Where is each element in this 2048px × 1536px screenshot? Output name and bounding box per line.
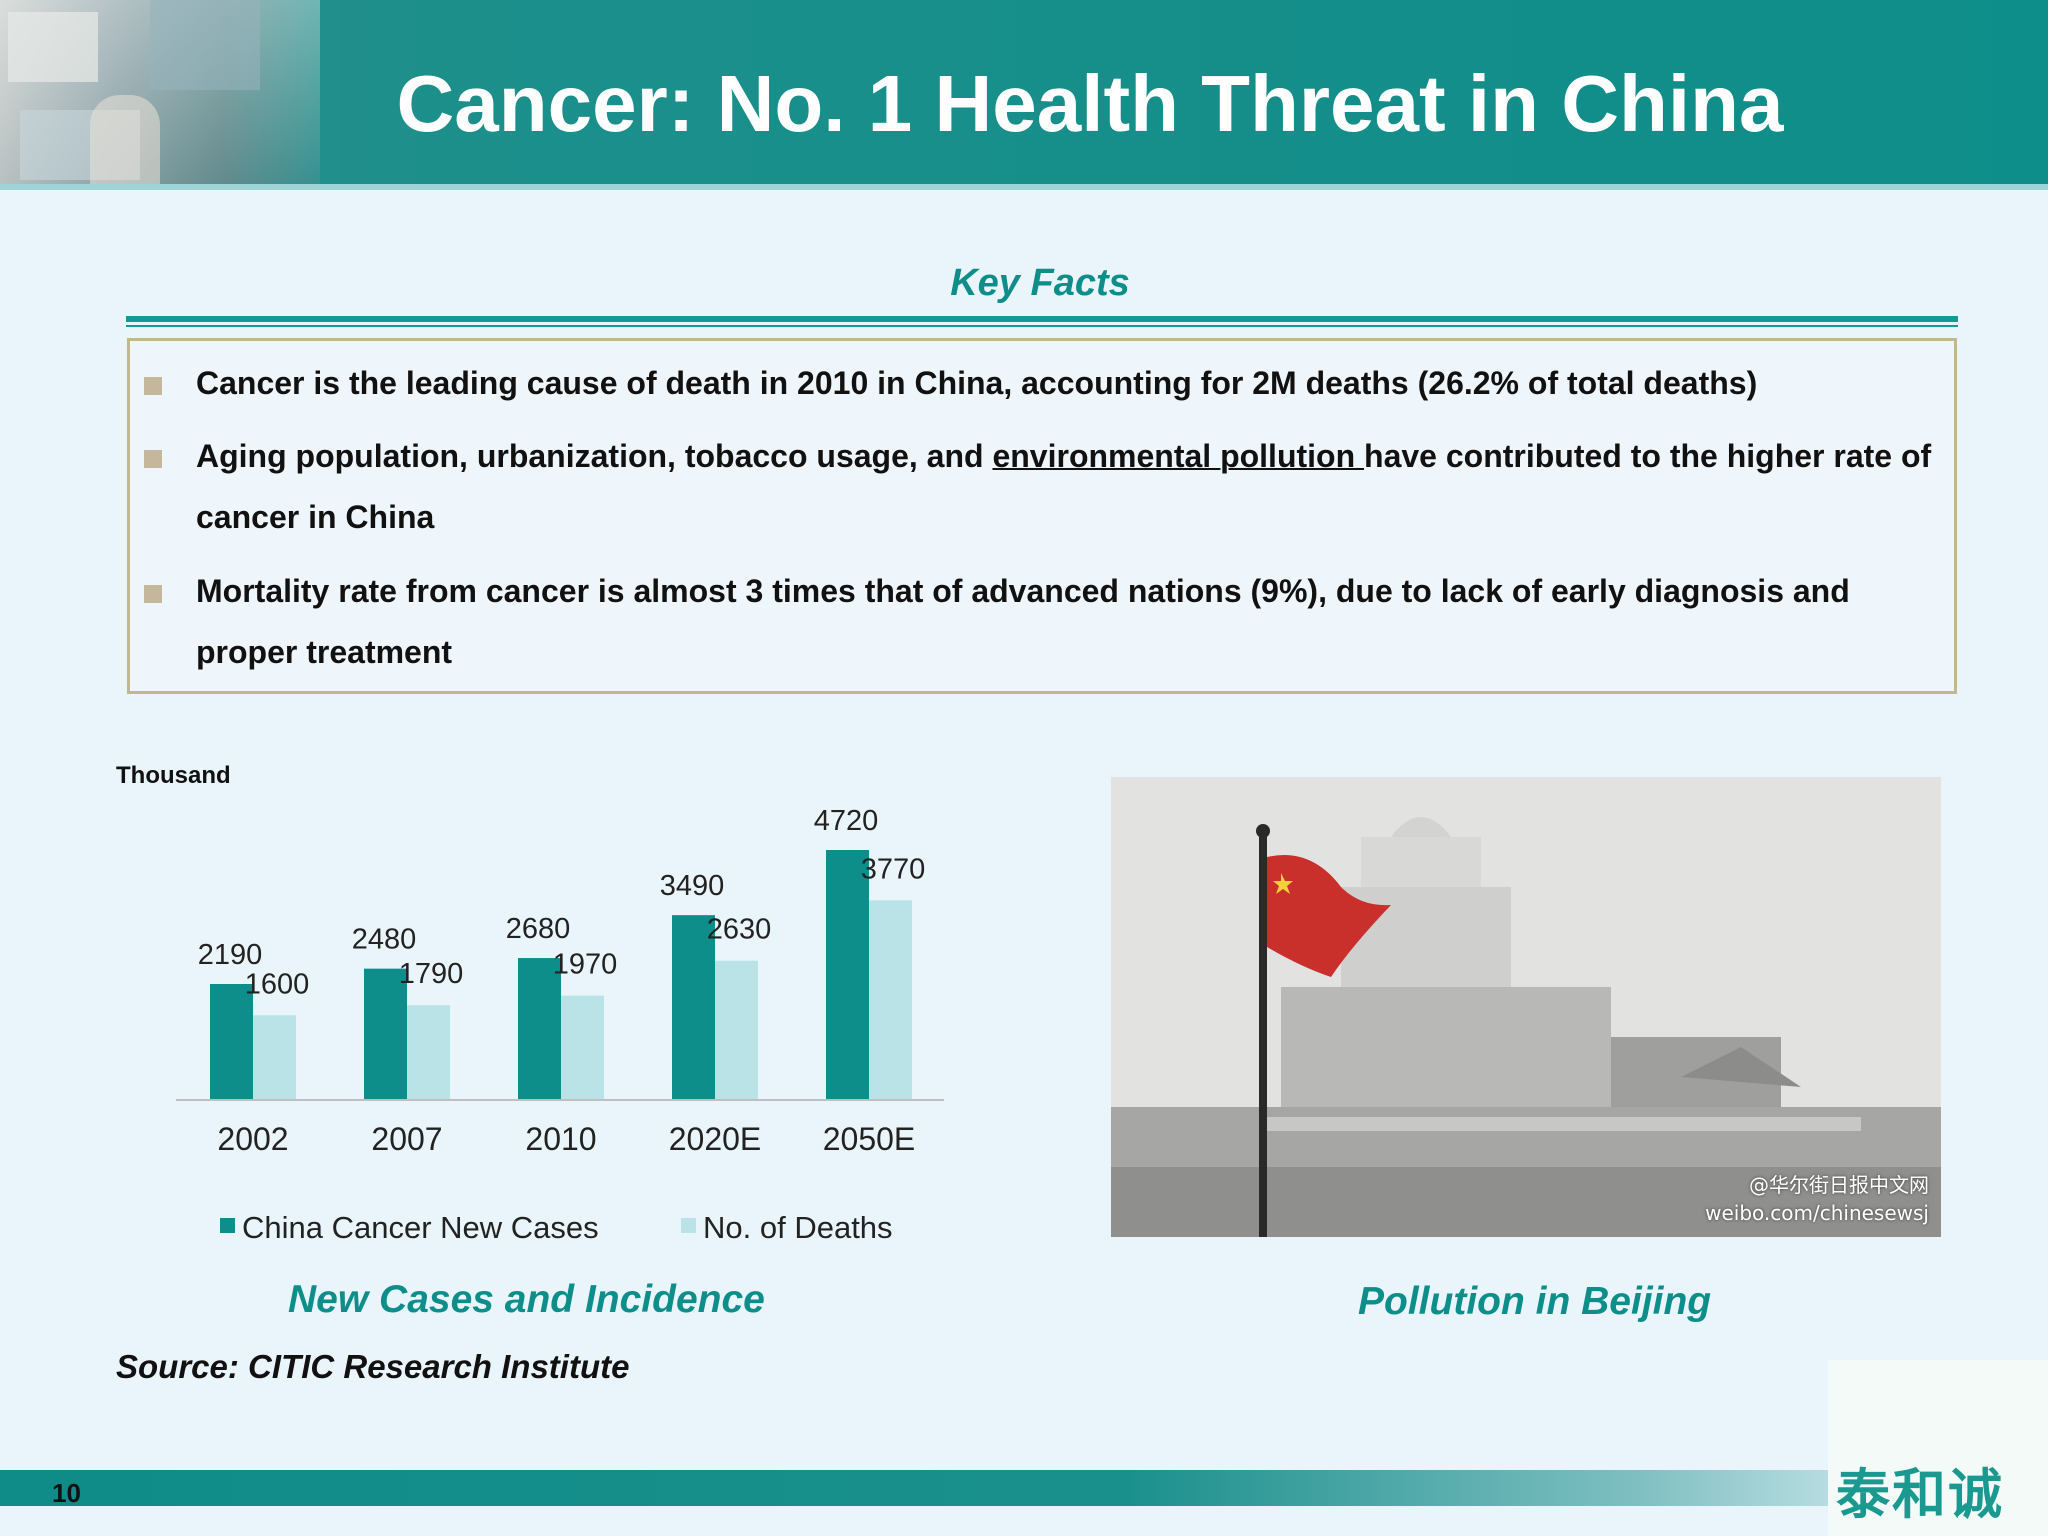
company-logo: 泰和诚	[1836, 1463, 2004, 1526]
data-label-new-cases: 4720	[814, 805, 879, 837]
header-photo-equipment	[8, 12, 98, 82]
watermark-url: weibo.com/chinesewsj	[1705, 1201, 1929, 1225]
key-facts-title: Key Facts	[950, 262, 1130, 304]
header-photo	[0, 0, 320, 188]
fact-text: have contributed to the higher rate of c…	[196, 438, 1932, 535]
bar-new-cases	[672, 915, 715, 1100]
bar-deaths	[869, 900, 912, 1100]
x-tick-label: 2020E	[669, 1121, 762, 1157]
bar-deaths	[253, 1015, 296, 1100]
bar-deaths	[407, 1005, 450, 1100]
key-facts-rule-thin	[126, 325, 1958, 327]
chart-unit-label: Thousand	[116, 762, 231, 789]
watermark-handle: @华尔街日报中文网	[1749, 1173, 1929, 1197]
beijing-flag-image	[1111, 777, 1941, 1237]
legend-label-deaths: No. of Deaths	[703, 1210, 893, 1245]
fact-item: Cancer is the leading cause of death in …	[196, 353, 1936, 414]
bullet-square-icon	[144, 377, 162, 395]
pollution-photo: @华尔街日报中文网 weibo.com/chinesewsj	[1111, 777, 1941, 1237]
legend-swatch-deaths	[681, 1218, 696, 1233]
data-label-deaths: 1970	[553, 949, 618, 981]
bullet-square-icon	[144, 450, 162, 468]
source-note: Source: CITIC Research Institute	[116, 1348, 630, 1385]
data-label-deaths: 1790	[399, 958, 464, 990]
bar-new-cases	[518, 958, 561, 1100]
data-label-new-cases: 3490	[660, 870, 725, 902]
bar-new-cases	[364, 968, 407, 1100]
chart-x-ticks: 2002 2007 2010 2020E 2050E	[217, 1121, 915, 1157]
bar-deaths	[715, 960, 758, 1100]
header-banner: Cancer: No. 1 Health Threat in China	[0, 0, 2048, 188]
bar-new-cases	[210, 984, 253, 1100]
header-divider	[0, 184, 2048, 190]
legend-label-new-cases: China Cancer New Cases	[242, 1210, 599, 1245]
fact-item: Mortality rate from cancer is almost 3 t…	[196, 561, 1936, 683]
data-label-new-cases: 2680	[506, 913, 571, 945]
x-tick-label: 2007	[371, 1121, 442, 1157]
footer-bar	[0, 1470, 2048, 1506]
data-label-new-cases: 2190	[198, 939, 263, 971]
data-label-new-cases: 2480	[352, 924, 417, 956]
legend-swatch-new-cases	[220, 1218, 235, 1233]
x-tick-label: 2010	[525, 1121, 596, 1157]
photo-caption: Pollution in Beijing	[1358, 1280, 1712, 1323]
data-label-deaths: 2630	[707, 914, 772, 946]
fact-text: Cancer is the leading cause of death in …	[196, 365, 1758, 401]
key-facts-box: Cancer is the leading cause of death in …	[127, 338, 1957, 694]
header-photo-doctor	[150, 0, 260, 90]
chart-caption: New Cases and Incidence	[288, 1278, 765, 1321]
fact-underlined-text: environmental pollution	[992, 438, 1365, 474]
photo-watermark: @华尔街日报中文网 weibo.com/chinesewsj	[1705, 1171, 1929, 1227]
x-tick-label: 2002	[217, 1121, 288, 1157]
data-label-deaths: 3770	[861, 853, 926, 885]
bar-deaths	[561, 995, 604, 1100]
key-facts-rule	[126, 316, 1958, 322]
page-number: 10	[52, 1478, 81, 1508]
bullet-square-icon	[144, 585, 162, 603]
logo-background	[1828, 1360, 2048, 1536]
chart-legend: China Cancer New Cases No. of Deaths	[220, 1210, 893, 1245]
data-label-deaths: 1600	[245, 968, 310, 1000]
x-tick-label: 2050E	[823, 1121, 916, 1157]
fact-text: Aging population, urbanization, tobacco …	[196, 438, 993, 474]
header-photo-person	[90, 95, 160, 185]
bar-new-cases	[826, 850, 869, 1100]
fact-item: Aging population, urbanization, tobacco …	[196, 426, 1936, 548]
fact-text: Mortality rate from cancer is almost 3 t…	[196, 573, 1850, 670]
page-title: Cancer: No. 1 Health Threat in China	[396, 59, 1784, 148]
